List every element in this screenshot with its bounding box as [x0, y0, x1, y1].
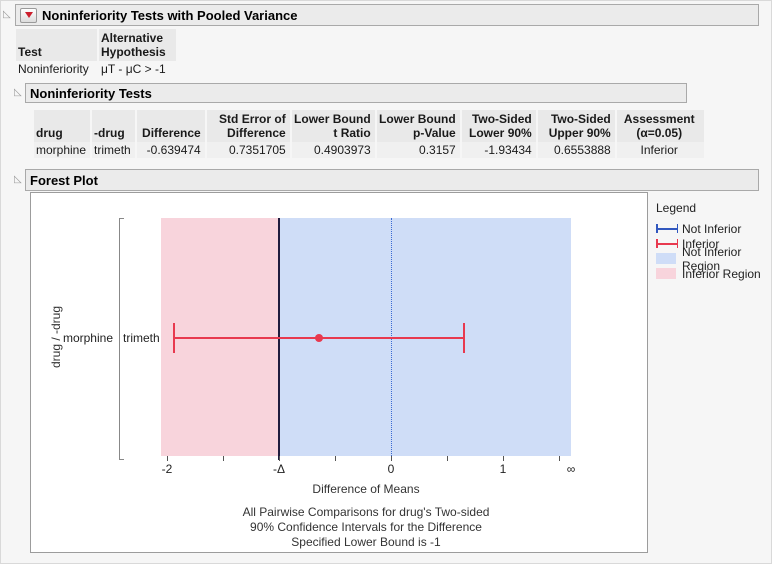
caption-line-2: 90% Confidence Intervals for the Differe…: [250, 520, 482, 534]
axis-tick-label: 0: [387, 462, 395, 476]
red-errorbar-icon: [656, 239, 678, 249]
axis-tick-label: -Δ: [272, 462, 285, 476]
disclosure-triangle-icon[interactable]: ◺: [3, 9, 11, 20]
blue-region-swatch-icon: [656, 253, 676, 264]
noninferiority-bound-line: [278, 218, 280, 460]
axis-bracket-tick: [119, 459, 124, 460]
caption-line-3: Specified Lower Bound is -1: [291, 535, 441, 549]
forest-plot-frame: drug / -drug morphine trimeth -2 -Δ 0 1 ∞ Di…: [30, 192, 648, 553]
legend-item-inferior: Inferior: [656, 236, 772, 251]
row-label-minus-drug: trimeth: [123, 331, 160, 345]
section-title-pooled-variance: Noninferiority Tests with Pooled Varianc…: [42, 7, 298, 23]
ci-lower-cap: [173, 323, 176, 353]
legend-label: Not Inferior Region: [682, 244, 742, 273]
axis-tick: [335, 456, 336, 461]
column-header-std-error: Std Error of Difference: [204, 110, 291, 142]
section-title-forest-plot: Forest Plot: [30, 172, 98, 188]
column-header-difference: Difference: [134, 110, 206, 142]
test-hypothesis-table: Test Alternative Hypothesis Noninferiori…: [16, 29, 176, 77]
disclosure-triangle-icon[interactable]: ◺: [14, 174, 22, 185]
column-header-t-ratio: Lower Bound t Ratio: [289, 110, 376, 142]
column-header-test: Test: [16, 29, 98, 61]
upper-90-cell: 0.6553888: [535, 142, 616, 158]
t-ratio-cell: 0.4903973: [289, 142, 376, 158]
alternative-hypothesis-cell: μT - μC > -1: [97, 61, 176, 77]
drug-cell: morphine: [34, 142, 92, 158]
axis-tick: [559, 456, 560, 461]
section-header-forest-plot[interactable]: Forest Plot: [25, 169, 759, 191]
test-name-cell: Noninferiority: [18, 62, 89, 76]
axis-tick: [279, 456, 280, 461]
forest-plot-area[interactable]: drug / -drug morphine trimeth -2 -Δ 0 1 ∞ Di…: [31, 193, 647, 552]
axis-tick: [447, 456, 448, 461]
estimate-marker[interactable]: [315, 334, 324, 342]
column-header-assessment: Assessment (α=0.05): [614, 110, 704, 142]
red-triangle-menu-icon[interactable]: [20, 7, 37, 23]
column-header-lower-90: Two-Sided Lower 90%: [459, 110, 537, 142]
disclosure-triangle-icon[interactable]: ◺: [14, 87, 22, 98]
p-value-cell: 0.3157: [374, 142, 461, 158]
column-header-drug: drug: [34, 110, 92, 142]
axis-tick: [391, 456, 392, 461]
axis-tick: [503, 456, 504, 461]
difference-cell: -0.639474: [134, 142, 206, 158]
column-header-p-value: Lower Bound p-Value: [374, 110, 461, 142]
label-divider-line: [119, 218, 120, 460]
axis-tick-label: ∞: [566, 462, 576, 476]
legend-title: Legend: [656, 201, 697, 215]
red-triangle-glyph: [24, 12, 33, 18]
column-header-minus-drug: -drug: [90, 110, 136, 142]
lower-90-cell: -1.93434: [459, 142, 537, 158]
x-axis-title: Difference of Means: [312, 482, 420, 496]
axis-bracket-tick: [119, 218, 124, 219]
column-header-alternative-hypothesis: Alternative Hypothesis: [97, 29, 176, 61]
legend-label: Not Inferior: [682, 221, 742, 236]
red-region-swatch-icon: [656, 268, 676, 279]
axis-tick-label: 1: [499, 462, 507, 476]
table-row: Noninferiority μT - μC > -1: [16, 61, 176, 77]
std-error-cell: 0.7351705: [204, 142, 291, 158]
axis-tick-label: -2: [161, 462, 173, 476]
legend-item-not-inferior-region: Not Inferior Region: [656, 245, 772, 273]
assessment-cell: Inferior: [614, 142, 704, 158]
caption-line-1: All Pairwise Comparisons for drug's Two-…: [242, 505, 490, 519]
section-header-noninferiority-tests[interactable]: Noninferiority Tests: [25, 83, 687, 103]
ci-upper-cap: [463, 323, 466, 353]
axis-tick: [167, 456, 168, 461]
blue-errorbar-icon: [656, 224, 678, 234]
legend-label: Inferior Region: [682, 266, 761, 281]
legend-label: Inferior: [682, 236, 720, 251]
axis-tick: [223, 456, 224, 461]
column-header-upper-90: Two-Sided Upper 90%: [535, 110, 616, 142]
noninferiority-results-table: drug -drug Difference Std Error of Diffe…: [34, 110, 704, 158]
row-label-drug: morphine: [62, 331, 113, 345]
section-header-pooled-variance[interactable]: Noninferiority Tests with Pooled Varianc…: [15, 4, 759, 26]
legend: Legend Not Inferior Inferior Not Inferio…: [656, 201, 772, 281]
legend-item-inferior-region: Inferior Region: [656, 266, 772, 281]
section-title-noninferiority-tests: Noninferiority Tests: [30, 85, 152, 101]
y-axis-label: drug / -drug: [49, 305, 63, 369]
minus-drug-cell: trimeth: [90, 142, 136, 158]
legend-item-not-inferior: Not Inferior: [656, 221, 772, 236]
table-row: morphine trimeth -0.639474 0.7351705 0.4…: [34, 142, 704, 158]
